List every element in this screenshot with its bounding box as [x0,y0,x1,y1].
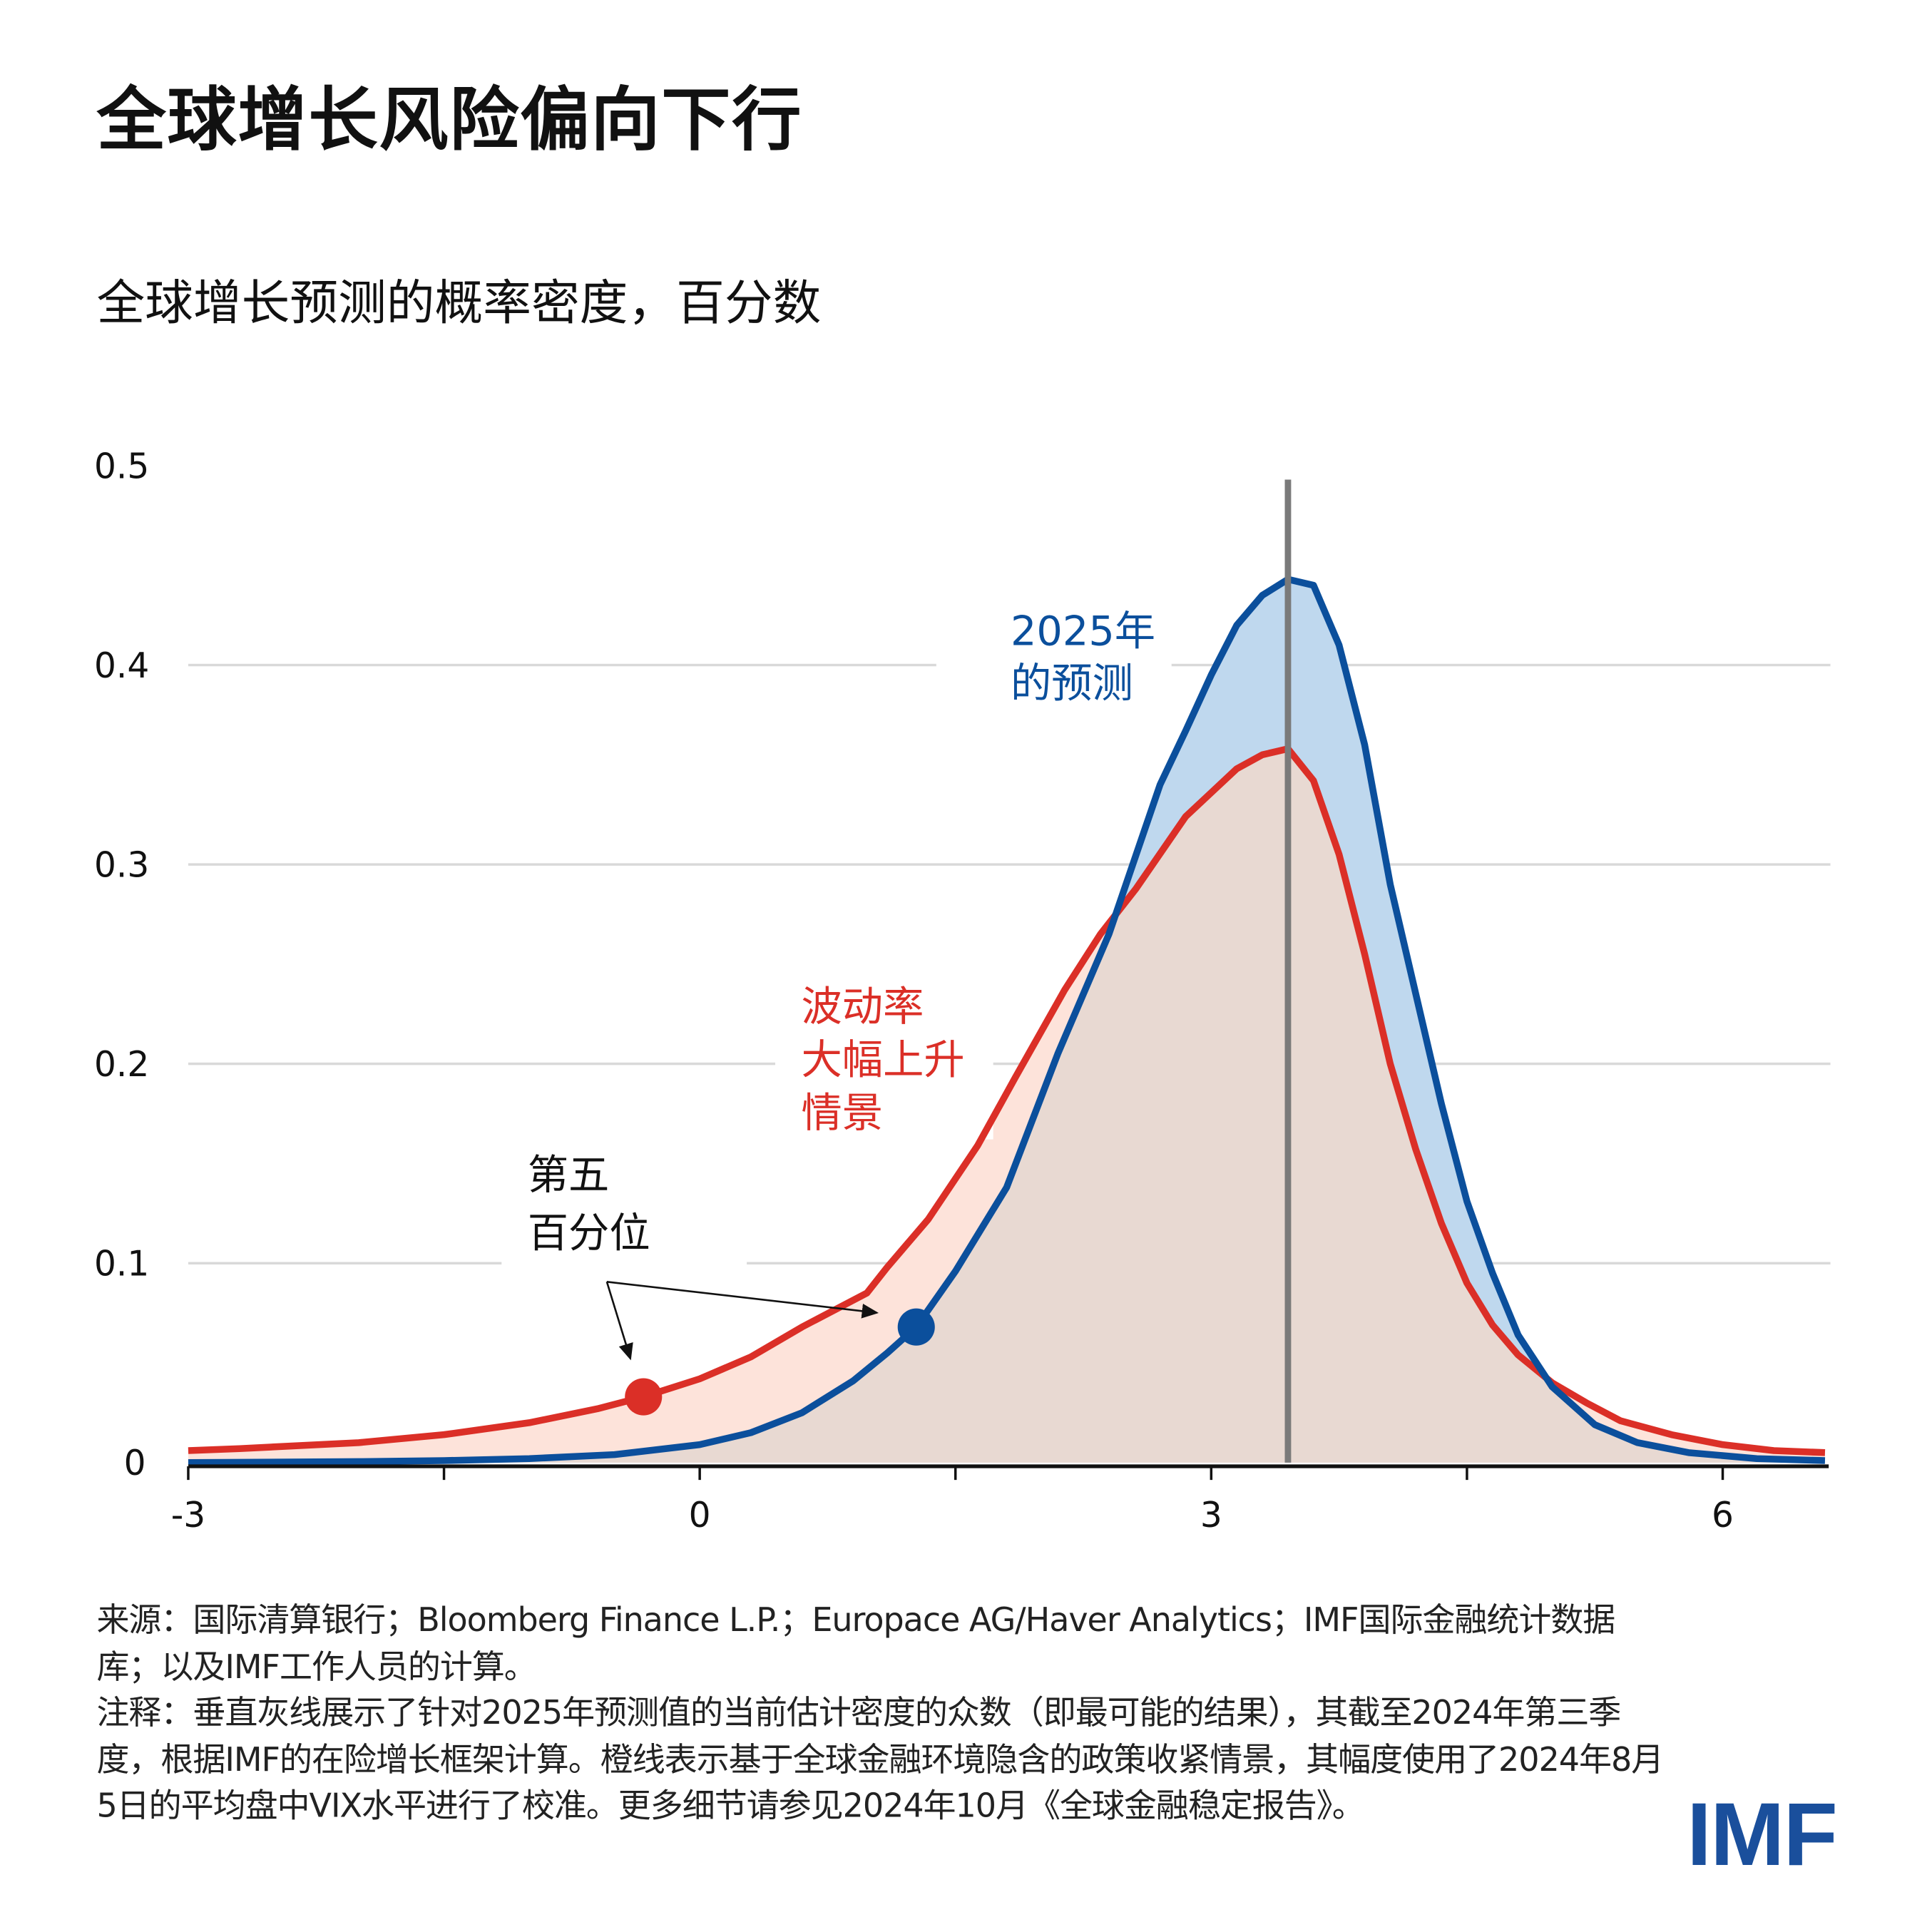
source-note: 来源：国际清算银行；Bloomberg Finance L.P.；Europac… [96,1601,1615,1687]
y-tick-label: 0.2 [94,1045,149,1085]
x-tick-label: 6 [1712,1496,1734,1535]
x-tick-label: 0 [689,1496,711,1535]
arrow-to-scenario-percentile [605,1281,633,1361]
imf-logo: IMF [1687,1786,1838,1885]
y-tick-label: 0.1 [94,1244,149,1284]
percentile-label: 百分位 [528,1210,650,1257]
y-tick-label: 0.3 [94,845,149,885]
label-background [936,606,1172,719]
scenario-label: 波动率 [802,983,924,1031]
page-title: 全球增长风险偏向下行 [96,80,803,161]
scenario-label: 情景 [802,1089,884,1137]
percentile-dot-forecast [897,1308,935,1346]
label-background [775,978,993,1140]
chart-subtitle: 全球增长预测的概率密度，百分数 [96,276,822,332]
forecast-line [188,576,1826,1466]
area-fill-overlap [188,749,1825,1463]
footer: 来源：国际清算银行；Bloomberg Finance L.P.；Europac… [96,1598,1669,1830]
arrow-to-forecast-percentile [606,1280,879,1319]
x-tick-label: 3 [1200,1496,1222,1535]
x-tick-label: -3 [171,1496,205,1535]
label-background [501,1145,747,1269]
percentile-dot-scenario [625,1378,663,1416]
scenario-label: 大幅上升 [802,1036,965,1084]
forecast-label: 的预测 [1011,660,1133,707]
chart-note: 注释：垂直灰线展示了针对2025年预测值的当前估计密度的众数（即最可能的结果），… [96,1694,1664,1826]
y-tick-label: 0.4 [94,646,149,686]
y-tick-label: 0.5 [94,446,149,486]
y-tick-label: 0 [124,1443,146,1483]
percentile-label: 第五 [528,1151,610,1199]
forecast-label: 2025年 [1011,608,1155,655]
